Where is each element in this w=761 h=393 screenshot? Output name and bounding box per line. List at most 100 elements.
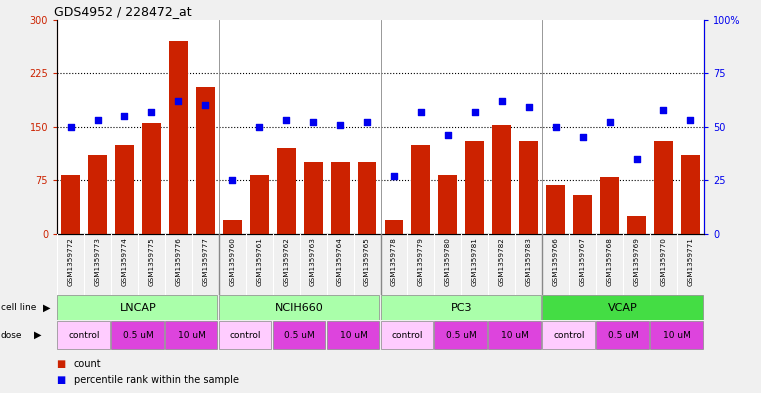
Text: ▶: ▶ [33,330,41,340]
Point [577,134,589,141]
Point [226,177,238,184]
Bar [223,220,242,234]
Bar [650,321,702,349]
Bar [573,195,592,234]
Bar [57,321,110,349]
Point [684,117,696,123]
Text: percentile rank within the sample: percentile rank within the sample [74,375,239,385]
Text: GSM1359779: GSM1359779 [418,237,424,286]
Bar [492,125,511,234]
Point [91,117,103,123]
Bar [438,175,457,234]
Bar [596,321,648,349]
Point [145,108,158,115]
Bar [272,321,325,349]
Text: GSM1359766: GSM1359766 [552,237,559,286]
Bar [61,175,80,234]
Bar [380,321,433,349]
Point [549,123,562,130]
Text: LNCAP: LNCAP [119,303,156,312]
Point [280,117,292,123]
Text: GSM1359771: GSM1359771 [687,237,693,286]
Point [253,123,266,130]
Text: 0.5 uM: 0.5 uM [123,331,153,340]
Point [361,119,373,126]
Bar [111,321,164,349]
Point [334,121,346,128]
Text: GSM1359765: GSM1359765 [364,237,370,286]
Point [603,119,616,126]
Text: 0.5 uM: 0.5 uM [608,331,638,340]
Point [119,113,131,119]
Text: GSM1359772: GSM1359772 [68,237,74,286]
Text: count: count [74,360,101,369]
Point [388,173,400,179]
Text: GSM1359783: GSM1359783 [526,237,532,286]
Point [442,132,454,138]
Text: control: control [392,331,423,340]
Point [172,98,184,104]
Bar [435,321,487,349]
Text: 10 uM: 10 uM [178,331,205,340]
Text: GSM1359782: GSM1359782 [498,237,505,286]
Text: control: control [553,331,585,340]
Text: cell line: cell line [1,303,36,312]
Text: GDS4952 / 228472_at: GDS4952 / 228472_at [54,6,192,18]
Text: GSM1359768: GSM1359768 [607,237,613,286]
Text: ■: ■ [57,375,69,385]
Bar [196,88,215,234]
Bar [277,148,295,234]
Bar [165,321,218,349]
Text: ▶: ▶ [43,303,51,312]
Bar [219,321,272,349]
Text: GSM1359769: GSM1359769 [634,237,639,286]
Text: GSM1359762: GSM1359762 [283,237,289,286]
Text: GSM1359777: GSM1359777 [202,237,209,286]
Text: VCAP: VCAP [608,303,638,312]
Point [495,98,508,104]
Point [658,107,670,113]
Bar [412,145,431,234]
Text: GSM1359770: GSM1359770 [661,237,667,286]
Text: GSM1359780: GSM1359780 [445,237,451,286]
Point [630,156,642,162]
Bar [330,162,349,234]
Text: 10 uM: 10 uM [663,331,691,340]
Text: 0.5 uM: 0.5 uM [446,331,476,340]
Bar [380,295,541,320]
Point [415,108,427,115]
Bar [358,162,377,234]
Text: GSM1359764: GSM1359764 [337,237,343,286]
Text: PC3: PC3 [451,303,472,312]
Bar [219,295,379,320]
Bar [681,155,700,234]
Text: GSM1359774: GSM1359774 [122,237,127,286]
Bar [546,185,565,234]
Point [65,123,77,130]
Text: ■: ■ [57,360,69,369]
Bar [57,295,218,320]
Bar [654,141,673,234]
Bar [169,41,188,234]
Text: GSM1359761: GSM1359761 [256,237,263,286]
Bar [88,155,107,234]
Bar [600,177,619,234]
Text: control: control [68,331,100,340]
Text: GSM1359760: GSM1359760 [229,237,235,286]
Bar [304,162,323,234]
Point [307,119,319,126]
Text: GSM1359775: GSM1359775 [148,237,154,286]
Text: NCIH660: NCIH660 [275,303,324,312]
Text: control: control [230,331,262,340]
Text: GSM1359763: GSM1359763 [310,237,316,286]
Point [523,104,535,110]
Bar [627,216,646,234]
Bar [466,141,484,234]
Bar [115,145,134,234]
Text: GSM1359773: GSM1359773 [94,237,100,286]
Point [199,102,212,108]
Bar [384,220,403,234]
Point [469,108,481,115]
Text: 10 uM: 10 uM [501,331,529,340]
Bar [142,123,161,234]
